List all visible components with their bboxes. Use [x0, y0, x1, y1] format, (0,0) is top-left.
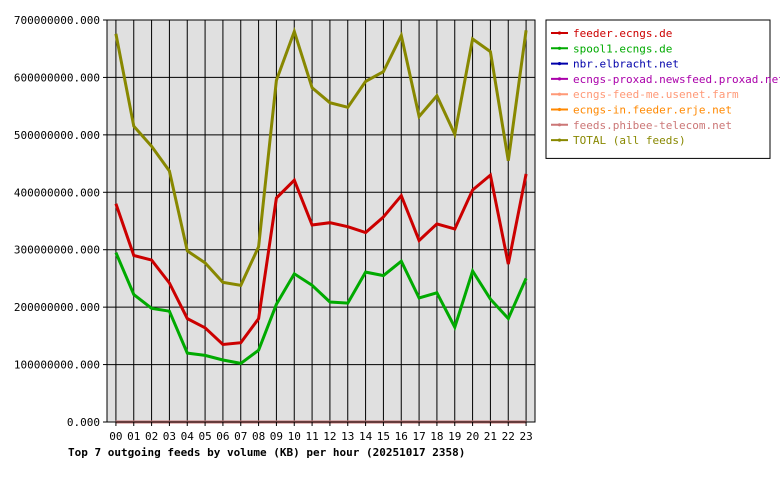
- x-tick-label: 04: [181, 430, 195, 443]
- y-tick-label: 500000000.000: [14, 129, 100, 142]
- y-tick-label: 100000000.000: [14, 359, 100, 372]
- x-tick-label: 10: [288, 430, 301, 443]
- legend-marker: [557, 62, 562, 66]
- legend-box: [545, 19, 771, 159]
- legend-entry: spool1.ecngs.de: [573, 42, 672, 55]
- chart-title: Top 7 outgoing feeds by volume (KB) per …: [68, 446, 465, 459]
- x-tick-label: 07: [234, 430, 247, 443]
- plot-border: [106, 19, 536, 423]
- x-tick-label: 14: [359, 430, 373, 443]
- legend-entry: ecngs-in.feeder.erje.net: [573, 104, 732, 117]
- x-tick-label: 15: [377, 430, 390, 443]
- x-tick-label: 22: [502, 430, 515, 443]
- plot-area: [107, 20, 535, 422]
- series-line-feeder-ecngs-de: [114, 172, 528, 347]
- x-tick-label: 02: [145, 430, 158, 443]
- legend-entry: ecngs-feed-me.usenet.farm: [573, 88, 739, 101]
- x-tick-label: 19: [448, 430, 461, 443]
- x-tick-label: 17: [412, 430, 425, 443]
- x-tick-label: 18: [430, 430, 443, 443]
- x-tick-label: 03: [163, 430, 176, 443]
- x-tick-label: 09: [270, 430, 283, 443]
- legend-entry: TOTAL (all feeds): [573, 134, 686, 147]
- y-tick-label: 0.000: [67, 416, 100, 429]
- x-tick-label: 12: [323, 430, 336, 443]
- y-tick-label: 400000000.000: [14, 186, 100, 199]
- x-tick-label: 13: [341, 430, 354, 443]
- y-tick-label: 600000000.000: [14, 71, 100, 84]
- legend-marker: [557, 92, 562, 96]
- x-tick-label: 16: [395, 430, 408, 443]
- legend-marker: [557, 77, 562, 81]
- legend-entry: ecngs-proxad.newsfeed.proxad.net: [573, 73, 780, 86]
- legend-entry: nbr.elbracht.net: [573, 58, 679, 71]
- legend-entry: feeder.ecngs.de: [573, 27, 672, 40]
- x-tick-label: 08: [252, 430, 265, 443]
- legend-marker: [557, 138, 562, 142]
- x-tick-label: 21: [484, 430, 497, 443]
- x-tick-label: 05: [198, 430, 211, 443]
- y-tick-label: 300000000.000: [14, 244, 100, 257]
- series-line-total-all-feeds: [114, 26, 528, 287]
- x-tick-label: 06: [216, 430, 229, 443]
- legend-marker: [557, 123, 562, 127]
- legend-entry: feeds.phibee-telecom.net: [573, 119, 732, 132]
- legend-marker: [557, 31, 562, 35]
- series-line-spool1-ecngs-de: [114, 252, 528, 365]
- x-tick-label: 20: [466, 430, 479, 443]
- x-tick-label: 00: [109, 430, 122, 443]
- legend-marker: [557, 107, 562, 112]
- legend-marker: [557, 46, 562, 50]
- y-tick-label: 700000000.000: [14, 14, 100, 27]
- x-tick-label: 11: [305, 430, 318, 443]
- y-tick-label: 200000000.000: [14, 301, 100, 314]
- x-tick-label: 01: [127, 430, 140, 443]
- x-tick-label: 23: [519, 430, 532, 443]
